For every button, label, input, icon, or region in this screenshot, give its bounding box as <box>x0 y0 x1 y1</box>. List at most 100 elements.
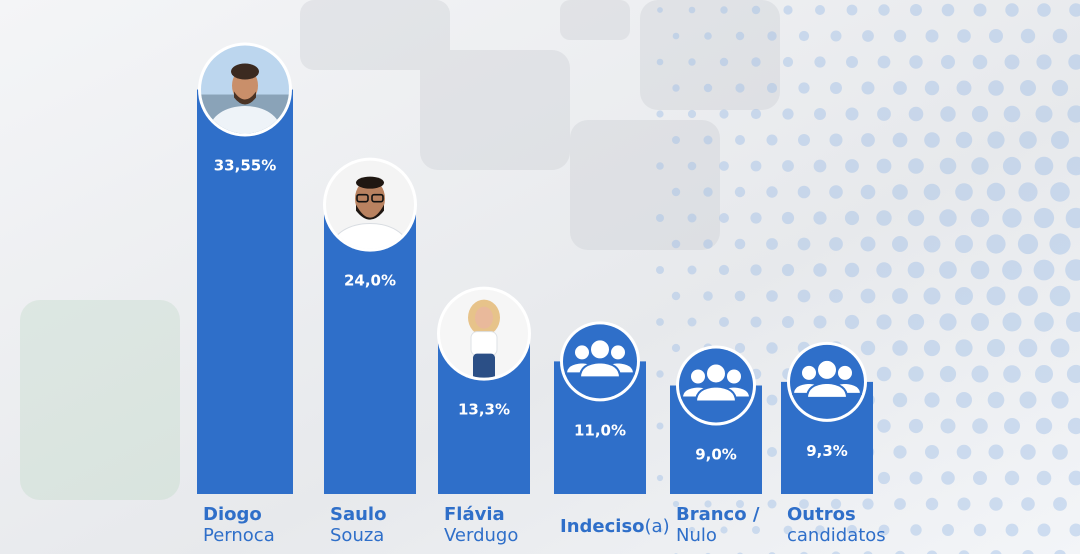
halftone-dot <box>830 30 842 42</box>
halftone-dot <box>671 239 681 249</box>
halftone-dot <box>1033 207 1055 229</box>
halftone-dot <box>908 366 924 382</box>
halftone-dot <box>1035 365 1053 383</box>
halftone-dot <box>860 340 876 356</box>
halftone-dot <box>923 235 941 253</box>
halftone-dot <box>892 184 908 200</box>
halftone-dot <box>829 289 843 303</box>
halftone-dot <box>972 54 988 70</box>
halftone-dot <box>861 81 875 95</box>
halftone-dot <box>734 238 746 250</box>
halftone-dot <box>735 135 745 145</box>
halftone-dot <box>1037 523 1051 537</box>
halftone-dot <box>703 291 713 301</box>
halftone-dot <box>830 82 842 94</box>
halftone-dot <box>783 5 793 15</box>
halftone-dot <box>1020 28 1036 44</box>
halftone-dot <box>688 58 696 66</box>
bar-group-6: 9,3% <box>781 341 873 494</box>
halftone-dot <box>846 56 858 68</box>
halftone-dot <box>671 187 681 197</box>
halftone-dot <box>1018 182 1038 202</box>
halftone-dot <box>798 82 810 94</box>
halftone-dot <box>907 313 925 331</box>
value-label: 13,3% <box>458 401 510 419</box>
halftone-dot <box>1004 54 1020 70</box>
category-label-line2: Verdugo <box>444 525 518 546</box>
halftone-dot <box>939 157 957 175</box>
keypad-decoration <box>20 0 780 500</box>
halftone-dot <box>973 523 987 537</box>
halftone-dot <box>813 211 827 225</box>
halftone-dot <box>989 29 1003 43</box>
halftone-dot <box>971 105 989 123</box>
halftone-dot <box>815 5 825 15</box>
halftone-dot <box>986 182 1006 202</box>
halftone-dot <box>734 290 746 302</box>
halftone-dot <box>971 365 989 383</box>
halftone-dot <box>990 550 1002 554</box>
halftone-dot <box>955 287 973 305</box>
halftone-dot <box>909 55 923 69</box>
group-badge <box>787 341 867 422</box>
halftone-dot <box>907 209 925 227</box>
halftone-dot <box>1054 549 1066 554</box>
halftone-dot <box>1053 497 1067 511</box>
halftone-dot <box>720 6 728 14</box>
halftone-dot <box>831 551 841 554</box>
halftone-dot <box>1003 105 1021 123</box>
category-label-line2: Nulo <box>676 525 717 546</box>
group-badge <box>676 345 756 426</box>
halftone-dot <box>829 133 843 147</box>
halftone-dot <box>797 237 811 251</box>
halftone-dot <box>970 260 990 280</box>
halftone-dot <box>766 290 778 302</box>
halftone-dot <box>1018 338 1038 358</box>
bar-group-1: 33,55% <box>197 42 293 495</box>
bar-group-4: 11,0% <box>554 321 646 494</box>
halftone-dot <box>940 418 956 434</box>
halftone-dot <box>687 109 697 119</box>
value-label: 11,0% <box>574 421 626 439</box>
halftone-dot <box>1033 259 1055 281</box>
halftone-dot <box>813 159 827 173</box>
halftone-dot <box>955 131 973 149</box>
halftone-dot <box>751 57 761 67</box>
halftone-dot <box>1005 3 1019 17</box>
halftone-dot <box>704 32 712 40</box>
halftone-dot <box>846 524 858 536</box>
value-label: 24,0% <box>344 272 396 290</box>
halftone-dot <box>1019 131 1037 149</box>
halftone-dot <box>908 106 924 122</box>
halftone-dot <box>892 288 908 304</box>
halftone-dot <box>1005 523 1019 537</box>
halftone-dot <box>939 365 957 383</box>
halftone-dot <box>1035 417 1053 435</box>
halftone-dot <box>893 81 907 95</box>
halftone-dot <box>797 289 811 303</box>
halftone-dot <box>910 4 922 16</box>
halftone-dot <box>781 211 795 225</box>
halftone-dot <box>940 106 956 122</box>
halftone-dot <box>782 108 794 120</box>
halftone-dot <box>671 291 681 301</box>
halftone-dot <box>844 314 860 330</box>
halftone-dot <box>800 551 808 554</box>
halftone-dot <box>751 5 761 15</box>
halftone-dot <box>735 31 745 41</box>
halftone-dot <box>923 339 941 357</box>
halftone-dot <box>876 314 892 330</box>
halftone-dot <box>1069 523 1080 537</box>
halftone-dot <box>703 187 713 197</box>
bars-layer: 33,55% 24,0% 13,3% 11,0% 9,0% 9,3% <box>197 42 873 495</box>
halftone-dot <box>656 162 664 170</box>
halftone-dot <box>1034 312 1054 332</box>
halftone-dot <box>1066 364 1080 384</box>
halftone-dot <box>877 471 891 485</box>
halftone-dot <box>972 418 988 434</box>
halftone-dot <box>925 445 939 459</box>
halftone-dot <box>752 526 760 534</box>
halftone-dot <box>829 237 843 251</box>
